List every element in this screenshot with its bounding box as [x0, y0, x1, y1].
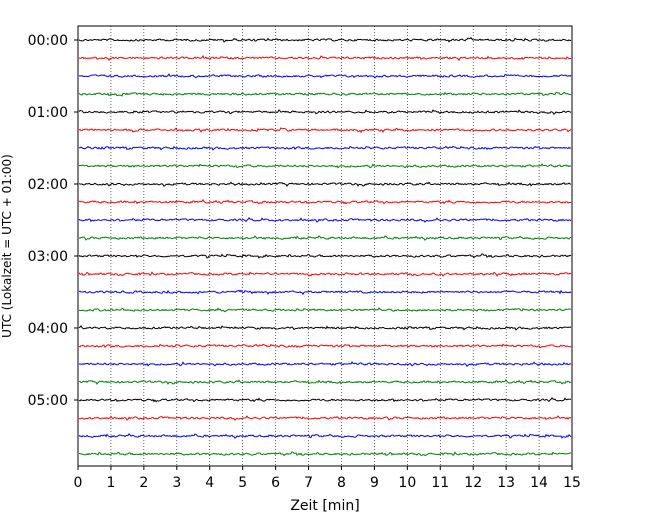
y-tick-label: 04:00 [28, 321, 68, 337]
x-tick-label: 10 [398, 475, 416, 491]
x-tick-label: 3 [172, 475, 181, 491]
trace-0015 [78, 54, 572, 62]
trace-0100 [78, 109, 572, 116]
trace-0330 [78, 289, 572, 296]
trace-0315 [78, 271, 572, 277]
trace-0200 [78, 181, 572, 187]
x-tick-label: 6 [271, 475, 280, 491]
trace-0130 [78, 145, 572, 151]
trace-0215 [78, 198, 572, 205]
y-tick-label: 05:00 [28, 393, 68, 409]
x-tick-label: 2 [139, 475, 148, 491]
x-tick-label: 15 [563, 475, 581, 491]
plot-area [78, 26, 572, 466]
y-tick-label: 00:00 [28, 33, 68, 49]
seismic-traces [78, 36, 572, 457]
trace-0400 [78, 325, 572, 331]
y-axis-ticks: 00:00 01:00 02:00 03:00 04:00 05:00 [28, 33, 78, 409]
x-tick-label: 0 [74, 475, 83, 491]
x-tick-label: 14 [530, 475, 548, 491]
x-tick-label: 1 [106, 475, 115, 491]
trace-0545 [78, 451, 572, 457]
trace-0030 [78, 73, 572, 79]
trace-0045 [78, 91, 572, 97]
y-tick-label: 01:00 [28, 105, 68, 121]
plot-frame [77, 25, 573, 467]
x-tick-label: 7 [304, 475, 313, 491]
y-tick-label: 02:00 [28, 177, 68, 193]
trace-0245 [78, 235, 572, 241]
x-tick-label: 5 [238, 475, 247, 491]
y-axis-title: UTC (Lokalzeit = UTC + 01:00) [0, 154, 14, 338]
y-tick-label: 03:00 [28, 249, 68, 265]
trace-0415 [78, 343, 572, 349]
grid-lines [110, 26, 540, 466]
trace-0230 [78, 217, 572, 223]
trace-0500 [78, 397, 572, 403]
trace-0300 [78, 253, 572, 259]
x-tick-label: 4 [205, 475, 214, 491]
trace-0115 [78, 127, 572, 134]
x-axis-ticks: 0 1 2 3 4 5 6 7 8 9 10 11 12 13 14 15 [74, 466, 581, 491]
trace-0515 [78, 415, 572, 421]
trace-0145 [78, 163, 572, 169]
trace-0530 [78, 433, 572, 439]
x-tick-label: 12 [464, 475, 482, 491]
trace-0345 [78, 307, 572, 313]
x-tick-label: 9 [370, 475, 379, 491]
x-tick-label: 11 [431, 475, 449, 491]
trace-0445 [78, 378, 572, 385]
trace-0430 [78, 361, 572, 367]
x-tick-label: 8 [337, 475, 346, 491]
x-axis-title: Zeit [min] [290, 498, 359, 514]
x-tick-label: 13 [497, 475, 515, 491]
trace-0000 [78, 36, 572, 43]
